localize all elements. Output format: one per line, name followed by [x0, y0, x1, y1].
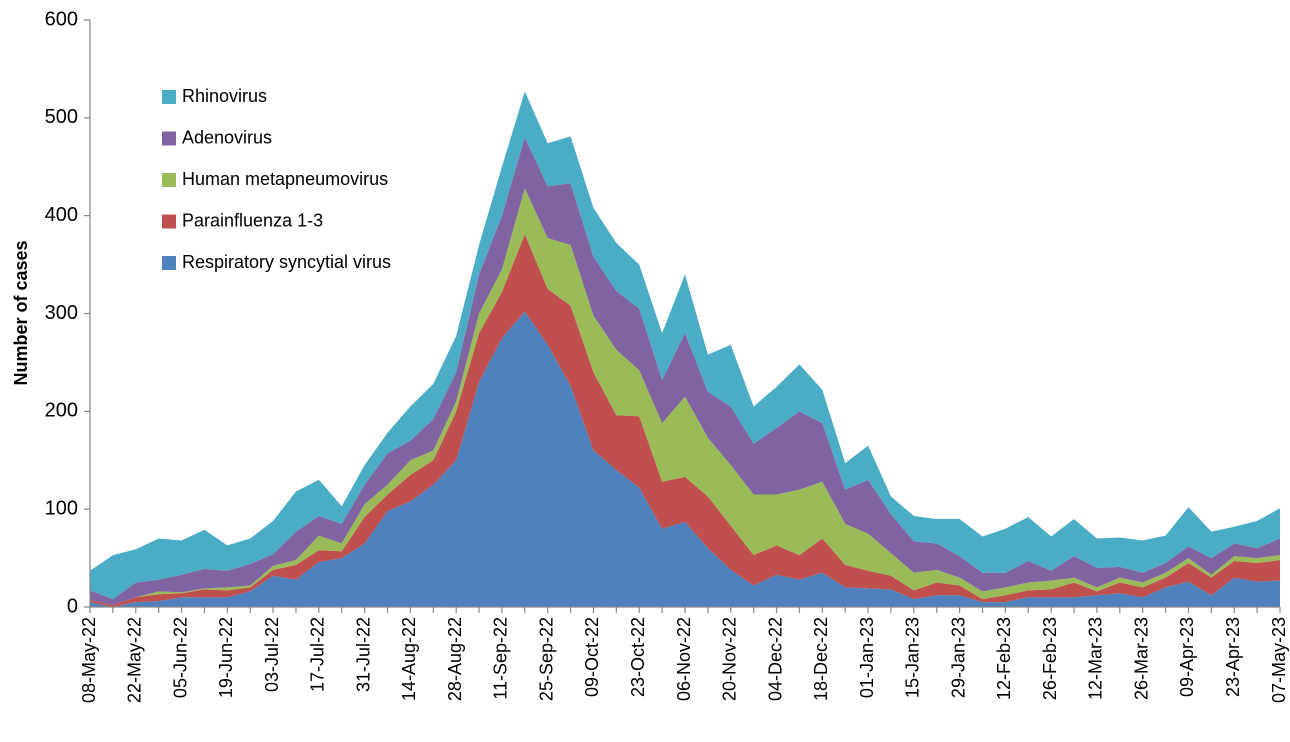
x-tick-label: 31-Jul-22 [353, 617, 373, 692]
x-tick-label: 15-Jan-23 [903, 617, 923, 698]
x-tick-label: 11-Sep-22 [491, 617, 511, 700]
x-tick-label: 05-Jun-22 [170, 617, 190, 698]
x-tick-label: 03-Jul-22 [262, 617, 282, 692]
x-tick-label: 23-Oct-22 [628, 617, 648, 697]
x-tick-label: 17-Jul-22 [308, 617, 328, 692]
legend-swatch [162, 90, 176, 104]
area [90, 137, 1280, 606]
legend-swatch [162, 256, 176, 270]
legend-swatch [162, 131, 176, 146]
x-tick-label: 14-Aug-22 [399, 617, 419, 701]
legend-swatch [162, 214, 176, 229]
x-tick-label: 20-Nov-22 [720, 617, 740, 701]
x-tick-label: 09-Oct-22 [582, 617, 602, 697]
y-tick-label: 600 [45, 8, 78, 30]
x-tick-label: 29-Jan-23 [948, 617, 968, 698]
x-tick-label: 01-Jan-23 [857, 617, 877, 698]
legend-swatch [162, 173, 176, 187]
x-tick-label: 22-May-22 [125, 617, 145, 703]
legend-label: Respiratory syncytial virus [182, 252, 391, 272]
legend-label: Parainfluenza 1-3 [182, 210, 323, 230]
x-tick-label: 28-Aug-22 [445, 617, 465, 701]
y-tick-label: 300 [45, 302, 78, 324]
y-tick-label: 100 [45, 497, 78, 519]
y-tick-label: 500 [45, 106, 78, 128]
x-tick-label: 26-Mar-23 [1131, 617, 1151, 700]
y-tick-label: 200 [45, 400, 78, 422]
y-axis-title: Number of cases [11, 240, 31, 385]
x-tick-label: 04-Dec-22 [765, 617, 785, 701]
x-tick-label: 09-Apr-23 [1177, 617, 1197, 697]
area [90, 91, 1280, 600]
x-tick-label: 18-Dec-22 [811, 617, 831, 701]
x-tick-label: 06-Nov-22 [674, 617, 694, 701]
x-tick-label: 07-May-23 [1269, 617, 1289, 703]
x-tick-label: 26-Feb-23 [1040, 617, 1060, 700]
x-tick-label: 08-May-22 [79, 617, 99, 703]
area [90, 311, 1280, 607]
y-tick-label: 400 [45, 204, 78, 226]
x-tick-label: 12-Feb-23 [994, 617, 1014, 700]
x-tick-label: 23-Apr-23 [1223, 617, 1243, 697]
x-tick-label: 19-Jun-22 [216, 617, 236, 698]
legend-label: Rhinovirus [182, 86, 267, 106]
legend-label: Human metapneumovirus [182, 169, 388, 189]
y-tick-label: 0 [67, 595, 78, 617]
x-tick-label: 12-Mar-23 [1086, 617, 1106, 700]
legend-label: Adenovirus [182, 127, 272, 147]
x-tick-label: 25-Sep-22 [536, 617, 556, 701]
